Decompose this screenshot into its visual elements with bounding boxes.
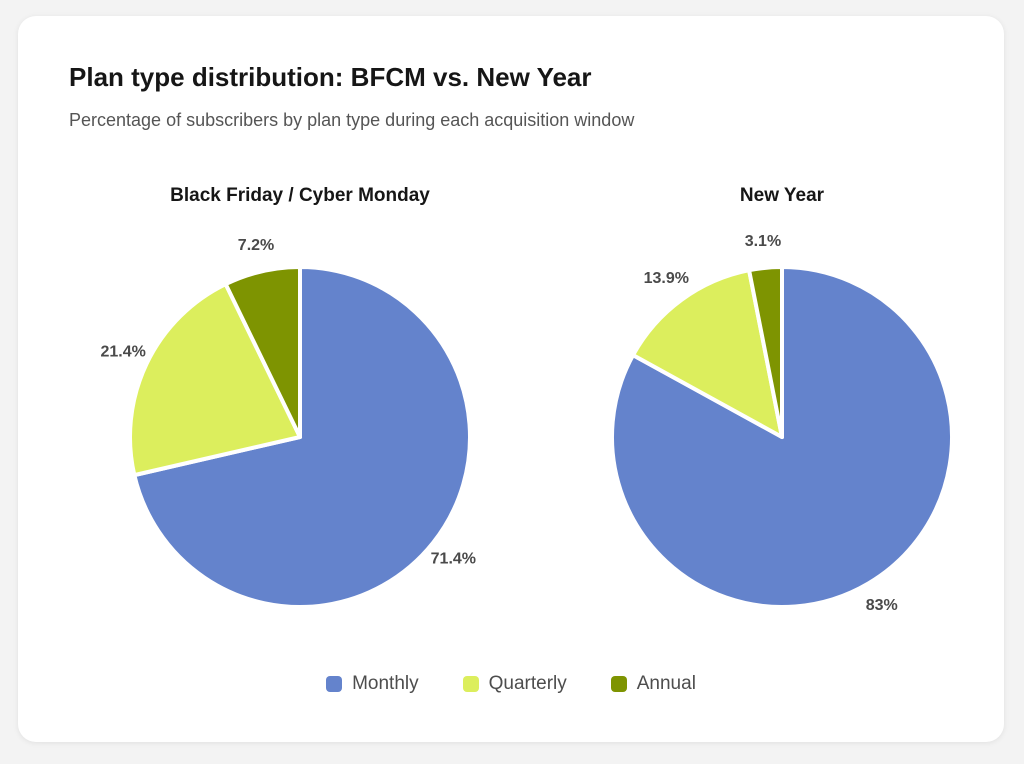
legend-label-quarterly: Quarterly <box>488 673 567 694</box>
pie-title-black-friday-cyber-monday: Black Friday / Cyber Monday <box>170 185 430 206</box>
pie-title-new-year: New Year <box>740 185 825 206</box>
data-label-quarterly: 13.9% <box>644 270 689 287</box>
legend: Monthly Quarterly Annual <box>18 673 1004 695</box>
legend-label-monthly: Monthly <box>352 673 419 694</box>
chart-subtitle: Percentage of subscribers by plan type d… <box>69 110 635 130</box>
data-label-annual: 3.1% <box>745 233 781 250</box>
chart-title: Plan type distribution: BFCM vs. New Yea… <box>69 62 592 92</box>
legend-item-quarterly[interactable]: Quarterly <box>462 673 567 695</box>
pie-slice-quarterly[interactable] <box>631 268 784 439</box>
legend-item-annual[interactable]: Annual <box>610 673 696 695</box>
data-label-monthly: 71.4% <box>431 550 476 567</box>
pie-slice-monthly[interactable] <box>132 265 472 609</box>
legend-item-monthly[interactable]: Monthly <box>326 673 419 695</box>
pie-slice-quarterly[interactable] <box>128 282 302 478</box>
pie-slice-annual[interactable] <box>747 265 784 439</box>
pie-slice-monthly[interactable] <box>610 265 954 609</box>
data-label-monthly: 83% <box>866 597 898 614</box>
data-label-annual: 7.2% <box>238 237 274 254</box>
legend-swatch-monthly <box>326 676 343 692</box>
data-label-quarterly: 21.4% <box>100 344 145 361</box>
pie-slice-annual[interactable] <box>223 265 302 439</box>
legend-swatch-annual <box>610 676 627 692</box>
chart-card: Plan type distribution: BFCM vs. New Yea… <box>18 16 1004 742</box>
legend-swatch-quarterly <box>462 676 479 692</box>
pie-chart-bfcm: Black Friday / Cyber Monday 71.4% 21.4% 7.2… <box>100 185 476 609</box>
legend-label-annual: Annual <box>636 673 696 694</box>
pie-chart-new-year: New Year 83% 13.9% 3.1% <box>610 185 954 614</box>
pie-charts: Black Friday / Cyber Monday 71.4% 21.4% 7.2… <box>100 185 954 614</box>
